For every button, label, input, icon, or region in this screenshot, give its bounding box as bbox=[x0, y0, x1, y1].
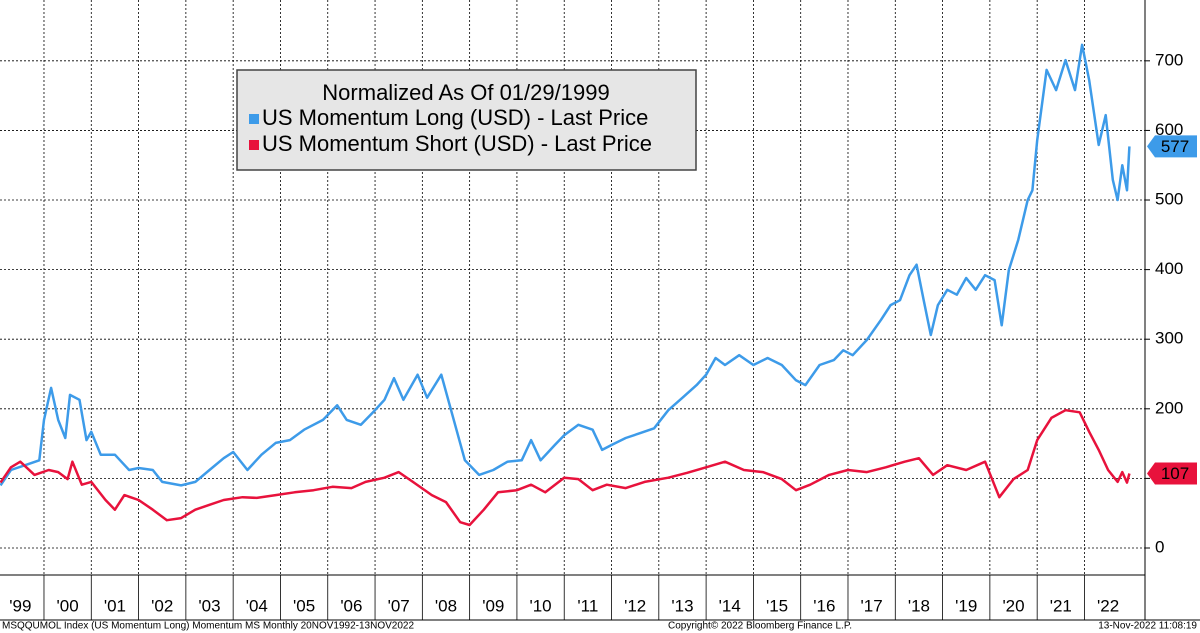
x-tick-label: '03 bbox=[198, 596, 220, 615]
x-tick-label: '19 bbox=[955, 596, 977, 615]
x-tick-label: '07 bbox=[388, 596, 410, 615]
x-tick-label: '17 bbox=[861, 596, 883, 615]
x-tick-label: '01 bbox=[104, 596, 126, 615]
y-tick-label: 700 bbox=[1155, 50, 1183, 69]
y-tick-label: 200 bbox=[1155, 398, 1183, 417]
legend: Normalized As Of 01/29/1999 US Momentum … bbox=[236, 69, 697, 171]
lines bbox=[0, 43, 1131, 527]
x-tick-label: '18 bbox=[908, 596, 930, 615]
series-line bbox=[0, 43, 1131, 487]
footer-center: Copyright© 2022 Bloomberg Finance L.P. bbox=[668, 621, 852, 632]
last-value-badge bbox=[1147, 462, 1197, 485]
x-tick-label: '00 bbox=[57, 596, 79, 615]
x-tick-label: '15 bbox=[766, 596, 788, 615]
x-tick-label: '11 bbox=[577, 596, 598, 615]
last-value-label: 107 bbox=[1161, 464, 1189, 483]
x-tick-label: '08 bbox=[435, 596, 457, 615]
x-tick-label: '13 bbox=[671, 596, 693, 615]
x-tick-label: '14 bbox=[719, 596, 741, 615]
x-tick-label: '04 bbox=[246, 596, 268, 615]
legend-swatch bbox=[249, 114, 259, 124]
footer-left: MSQQUMOL Index (US Momentum Long) Moment… bbox=[2, 621, 414, 632]
x-tick-label: '99 bbox=[9, 596, 31, 615]
x-tick-label: '20 bbox=[1002, 596, 1024, 615]
legend-title: Normalized As Of 01/29/1999 bbox=[322, 80, 609, 105]
x-tick-label: '02 bbox=[151, 596, 173, 615]
y-tick-label: 400 bbox=[1155, 259, 1183, 278]
series-line bbox=[0, 408, 1131, 527]
x-tick-label: '22 bbox=[1097, 596, 1119, 615]
x-tick-label: '06 bbox=[340, 596, 362, 615]
last-value-badge bbox=[1147, 135, 1197, 158]
x-tick-label: '05 bbox=[293, 596, 315, 615]
x-tick-label: '12 bbox=[624, 596, 646, 615]
y-tick-label: 600 bbox=[1155, 120, 1183, 139]
y-tick-label: 300 bbox=[1155, 329, 1183, 348]
last-value-label: 577 bbox=[1161, 137, 1189, 156]
x-tick-label: '16 bbox=[813, 596, 835, 615]
legend-label: US Momentum Long (USD) - Last Price bbox=[262, 105, 648, 130]
y-tick-label: 500 bbox=[1155, 190, 1183, 209]
legend-label: US Momentum Short (USD) - Last Price bbox=[262, 131, 652, 156]
x-tick-label: '21 bbox=[1050, 596, 1072, 615]
footer-right: 13-Nov-2022 11:08:19 bbox=[1098, 621, 1197, 632]
y-tick-label: 0 bbox=[1155, 537, 1164, 556]
x-tick-label: '09 bbox=[482, 596, 504, 615]
legend-swatch bbox=[249, 140, 259, 150]
x-tick-label: '10 bbox=[529, 596, 551, 615]
legend-box bbox=[236, 69, 697, 171]
